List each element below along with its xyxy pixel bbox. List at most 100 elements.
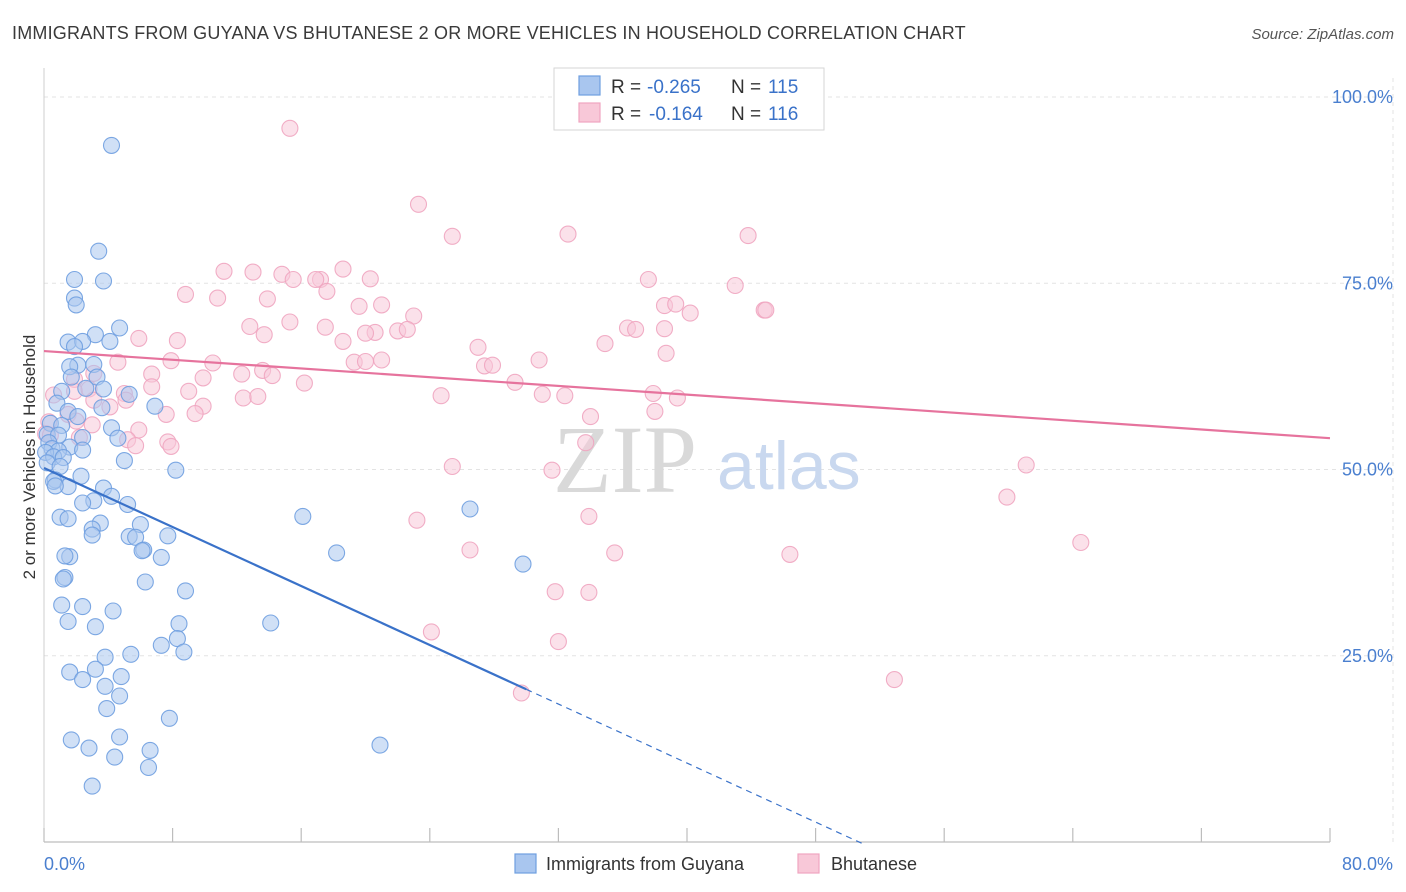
bhutanese-point xyxy=(281,313,299,331)
bhutanese-point xyxy=(546,583,564,601)
y-tick-label-0: 100.0% xyxy=(1332,87,1393,107)
bhutanese-point xyxy=(215,262,233,280)
guyana-point xyxy=(115,452,133,470)
legend-swatch-bhutanese xyxy=(578,102,601,123)
bhutanese-point xyxy=(356,352,375,371)
bhutanese-point xyxy=(168,332,186,350)
bhutanese-point xyxy=(443,227,461,245)
x-tick-label-max: 80.0% xyxy=(1342,854,1393,874)
x-ticks xyxy=(43,828,1331,842)
bhutanese-point xyxy=(530,351,548,369)
trend-lines xyxy=(43,349,1331,845)
bhutanese-point xyxy=(726,276,744,295)
guyana-point xyxy=(152,548,170,566)
guyana-point xyxy=(102,136,121,154)
bhutanese-point xyxy=(757,301,775,319)
guyana-point xyxy=(109,429,127,447)
guyana-point xyxy=(136,573,154,591)
bhutanese-point xyxy=(241,317,259,336)
guyana-point xyxy=(86,618,104,636)
chart-source: Source: ZipAtlas.com xyxy=(1251,26,1394,43)
bhutanese-point xyxy=(194,369,212,387)
guyana-point xyxy=(53,596,71,614)
bhutanese-point xyxy=(258,290,276,308)
guyana-point xyxy=(83,526,101,544)
x-tick-label-min: 0.0% xyxy=(44,854,85,874)
bhutanese-point xyxy=(244,263,262,281)
y-tick-labels: 100.0% 75.0% 50.0% 25.0% xyxy=(1332,87,1393,666)
guyana-point xyxy=(67,296,85,314)
legend-r-label-guyana: R = xyxy=(611,77,641,98)
guyana-point xyxy=(74,598,92,616)
bhutanese-point xyxy=(606,544,624,562)
guyana-point xyxy=(94,380,113,398)
guyana-point xyxy=(80,739,98,757)
bhutanese-point xyxy=(83,416,101,434)
bhutanese-point xyxy=(109,353,127,371)
guyana-point xyxy=(59,510,77,528)
guyana-point xyxy=(146,397,164,415)
guyana-point xyxy=(120,385,138,403)
bhutanese-point xyxy=(739,227,757,245)
bhutanese-point xyxy=(373,351,391,369)
bhutanese-point xyxy=(998,488,1016,506)
bhutanese-point xyxy=(596,335,614,353)
guyana-point xyxy=(56,547,74,565)
bottom-legend-label-bhutanese: Bhutanese xyxy=(831,854,917,874)
legend-n-label-guyana: N = xyxy=(731,77,761,98)
bhutanese-point xyxy=(176,285,195,303)
guyana-point xyxy=(160,709,178,727)
guyana-point xyxy=(77,379,95,397)
bhutanese-point xyxy=(186,405,204,423)
legend-n-value-guyana: 115 xyxy=(768,77,798,98)
bhutanese-point xyxy=(543,461,561,479)
trend-line-guyana xyxy=(43,467,527,691)
guyana-point xyxy=(96,677,114,695)
bottom-legend-label-guyana: Immigrants from Guyana xyxy=(546,854,745,874)
bhutanese-point xyxy=(307,270,325,289)
guyana-point xyxy=(159,527,177,545)
bhutanese-point xyxy=(483,356,502,374)
y-tick-label-3: 25.0% xyxy=(1342,646,1393,666)
bhutanese-point xyxy=(469,338,487,356)
guyana-point xyxy=(167,461,185,479)
bhutanese-point xyxy=(373,296,391,314)
guyana-point xyxy=(371,736,389,754)
guyana-point xyxy=(74,671,92,689)
guyana-point xyxy=(46,477,64,495)
bhutanese-point xyxy=(559,225,577,243)
guyana-point xyxy=(262,614,280,632)
bhutanese-point xyxy=(334,260,352,278)
bhutanese-point xyxy=(681,304,699,322)
bhutanese-point xyxy=(657,344,675,362)
guyana-point xyxy=(69,408,87,426)
bottom-legend-swatch-bhutanese xyxy=(797,853,820,874)
trend-line-guyana-extension xyxy=(525,688,865,845)
bhutanese-point xyxy=(255,326,273,344)
bhutanese-point xyxy=(318,282,336,300)
guyana-point xyxy=(175,643,193,661)
guyana-point xyxy=(59,612,77,631)
stats-legend: R = -0.265 N = 115 R = -0.164 N = 116 xyxy=(553,67,825,131)
guyana-point xyxy=(328,544,346,562)
bhutanese-point xyxy=(781,545,799,563)
bhutanese-point xyxy=(549,633,567,651)
chart-title: IMMIGRANTS FROM GUYANA VS BHUTANESE 2 OR… xyxy=(12,23,966,43)
legend-n-label-bhutanese: N = xyxy=(731,104,761,125)
bhutanese-point xyxy=(639,270,657,289)
trend-line-bhutanese xyxy=(43,349,1331,440)
bhutanese-point xyxy=(143,378,161,396)
guyana-point xyxy=(86,660,104,678)
legend-swatch-guyana xyxy=(578,75,601,96)
watermark-zip: ZIP xyxy=(553,406,697,513)
guyana-point xyxy=(112,668,130,686)
legend-r-value-bhutanese: -0.164 xyxy=(649,104,703,125)
guyana-point xyxy=(152,636,170,654)
bhutanese-point xyxy=(233,365,251,383)
bhutanese-point xyxy=(432,387,450,405)
bhutanese-point xyxy=(350,297,368,315)
bhutanese-point xyxy=(127,437,145,455)
bhutanese-point xyxy=(580,583,598,601)
watermark-atlas: atlas xyxy=(717,428,861,504)
